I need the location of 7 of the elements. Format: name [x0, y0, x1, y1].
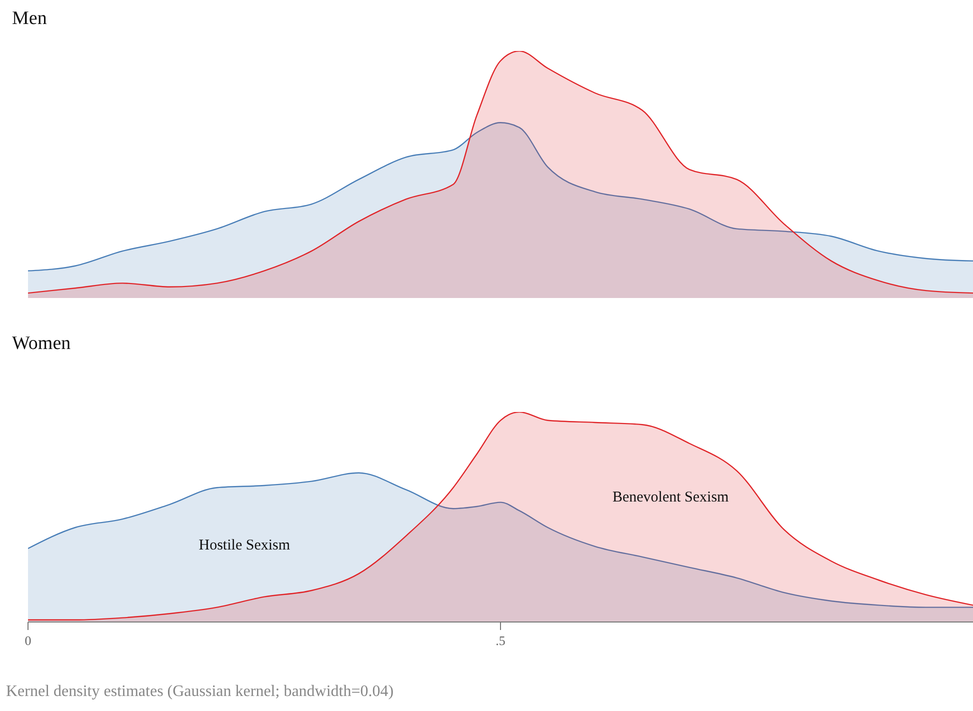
x-tick-label: .5: [496, 633, 506, 648]
chart-title: Women: [12, 333, 71, 355]
series-label: Benevolent Sexism: [612, 489, 730, 506]
x-tick-label: 0: [24, 633, 32, 648]
text: Kernel density estimates (Gaussian kernel; bandwidth=0.04): [6, 683, 394, 701]
series-label: Hostile Sexism: [198, 538, 290, 554]
chart-title: Men: [12, 8, 47, 30]
